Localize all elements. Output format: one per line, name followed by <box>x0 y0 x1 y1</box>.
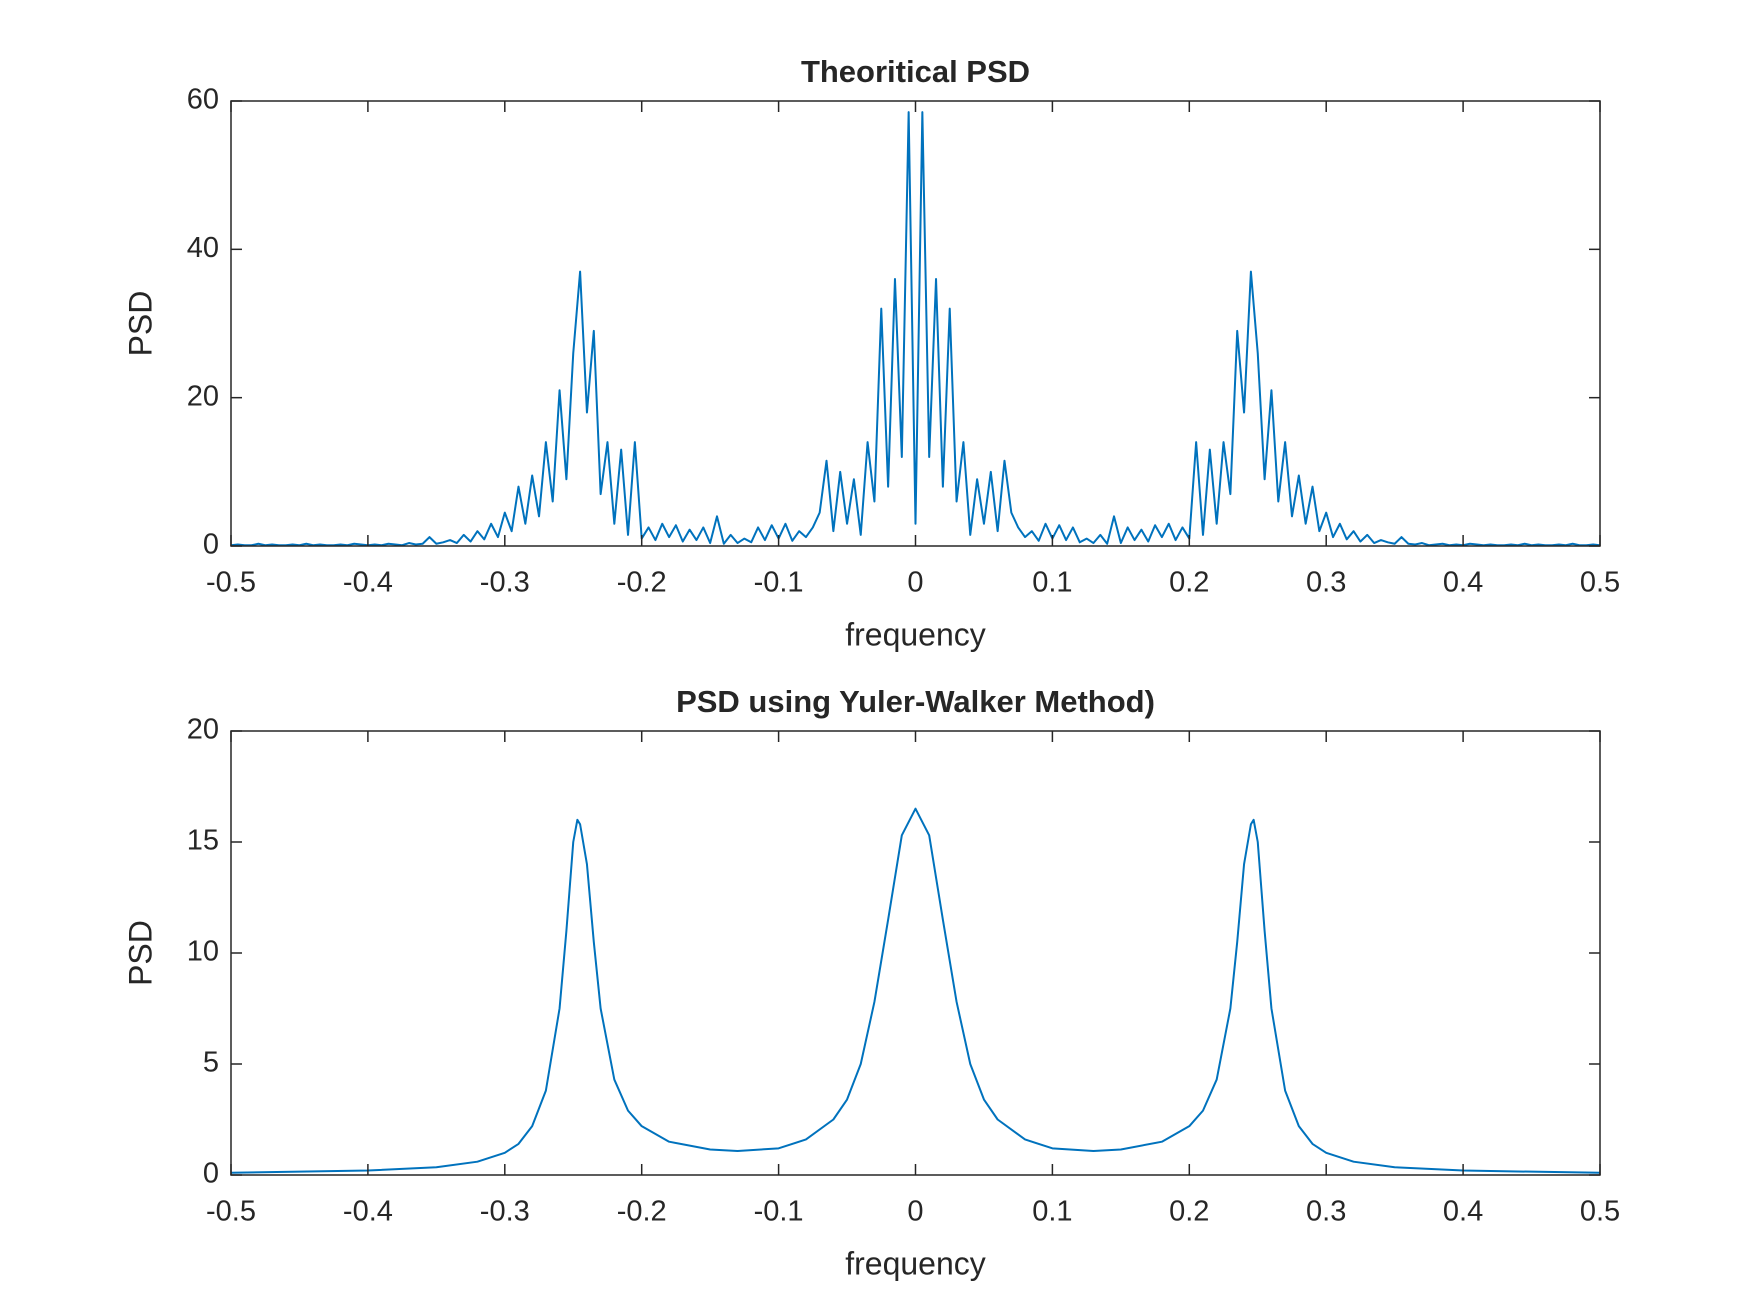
chart-title: Theoritical PSD <box>801 54 1030 89</box>
x-tick-label: 0.3 <box>1306 1196 1346 1228</box>
y-tick-label: 15 <box>187 825 219 857</box>
y-tick-label: 5 <box>203 1047 219 1079</box>
y-axis-label: PSD <box>122 291 158 357</box>
x-tick-label: 0 <box>907 567 923 599</box>
x-tick-label: -0.1 <box>754 1196 804 1228</box>
psd-line <box>230 111 1601 547</box>
x-tick-label: -0.3 <box>480 1196 530 1228</box>
y-tick-label: 0 <box>203 529 219 561</box>
x-tick-label: 0.5 <box>1580 567 1620 599</box>
axes-background <box>231 731 1600 1175</box>
chart-title: PSD using Yuler-Walker Method) <box>676 684 1155 719</box>
x-axis-label: frequency <box>845 1245 986 1281</box>
x-tick-label: -0.2 <box>617 1196 667 1228</box>
x-tick-label: 0.2 <box>1169 567 1209 599</box>
x-tick-label: 0.3 <box>1306 567 1346 599</box>
x-tick-label: 0.4 <box>1443 567 1483 599</box>
x-tick-label: -0.5 <box>206 567 256 599</box>
y-tick-label: 10 <box>187 936 219 968</box>
y-tick-label: 20 <box>187 714 219 746</box>
x-axis-label: frequency <box>845 616 986 652</box>
y-tick-label: 0 <box>203 1158 219 1190</box>
y-tick-label: 60 <box>187 84 219 116</box>
x-tick-label: 0.2 <box>1169 1196 1209 1228</box>
x-tick-label: -0.2 <box>617 567 667 599</box>
x-tick-label: 0.4 <box>1443 1196 1483 1228</box>
y-tick-label: 20 <box>187 380 219 412</box>
y-axis-label: PSD <box>122 920 158 986</box>
x-tick-label: -0.1 <box>754 567 804 599</box>
x-tick-label: 0 <box>907 1196 923 1228</box>
x-tick-label: -0.4 <box>343 567 393 599</box>
x-tick-label: 0.1 <box>1032 1196 1072 1228</box>
x-tick-label: 0.1 <box>1032 567 1072 599</box>
x-tick-label: -0.5 <box>206 1196 256 1228</box>
x-tick-label: 0.5 <box>1580 1196 1620 1228</box>
x-tick-label: -0.3 <box>480 567 530 599</box>
y-tick-label: 40 <box>187 232 219 264</box>
psd-line <box>230 807 1601 1174</box>
x-tick-label: -0.4 <box>343 1196 393 1228</box>
